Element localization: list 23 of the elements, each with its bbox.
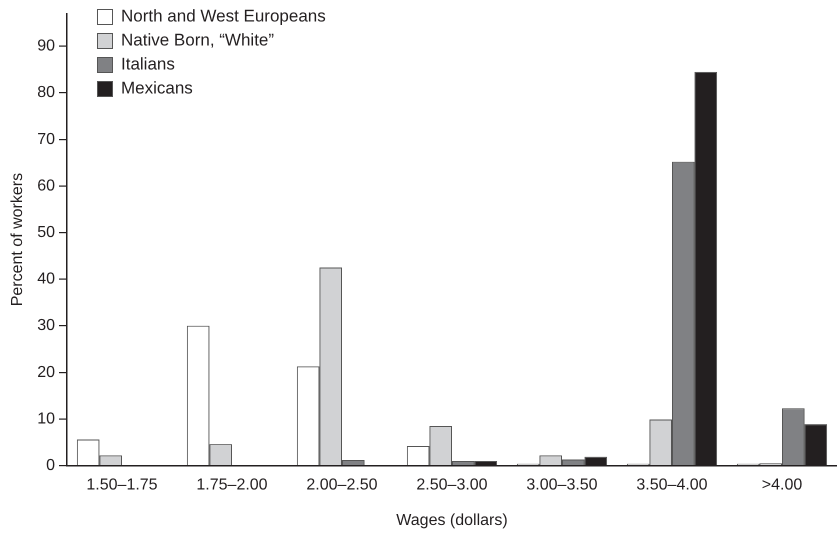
legend-label: Mexicans: [120, 78, 193, 98]
y-tick-label: 20: [37, 364, 56, 381]
y-tick-label: 30: [37, 317, 56, 334]
y-axis-title: Percent of workers: [9, 172, 26, 306]
y-tick-label: 10: [37, 410, 56, 428]
y-tick-label: 0: [46, 457, 56, 474]
legend-label: Italians: [120, 54, 175, 74]
y-tick-label: 40: [37, 270, 56, 288]
y-tick-label: 90: [37, 38, 56, 55]
x-tick-label: 1.50–1.75: [86, 476, 158, 494]
x-tick-label: 2.50–3.00: [416, 476, 488, 494]
x-tick-label: 3.00–3.50: [526, 476, 598, 494]
y-tick-label: 50: [37, 224, 56, 242]
y-tick-label: 80: [37, 84, 56, 102]
legend-label: Native Born, “White”: [120, 30, 274, 50]
y-tick-label: 70: [37, 130, 56, 148]
legend-label: North and West Europeans: [120, 6, 326, 26]
x-tick-label: 2.00–2.50: [306, 476, 378, 494]
x-tick-label: >4.00: [762, 476, 802, 494]
x-tick-label: 1.75–2.00: [196, 476, 268, 494]
x-axis-title: Wages (dollars): [396, 512, 508, 529]
y-tick-label: 60: [37, 177, 56, 194]
x-tick-label: 3.50–4.00: [636, 476, 708, 494]
